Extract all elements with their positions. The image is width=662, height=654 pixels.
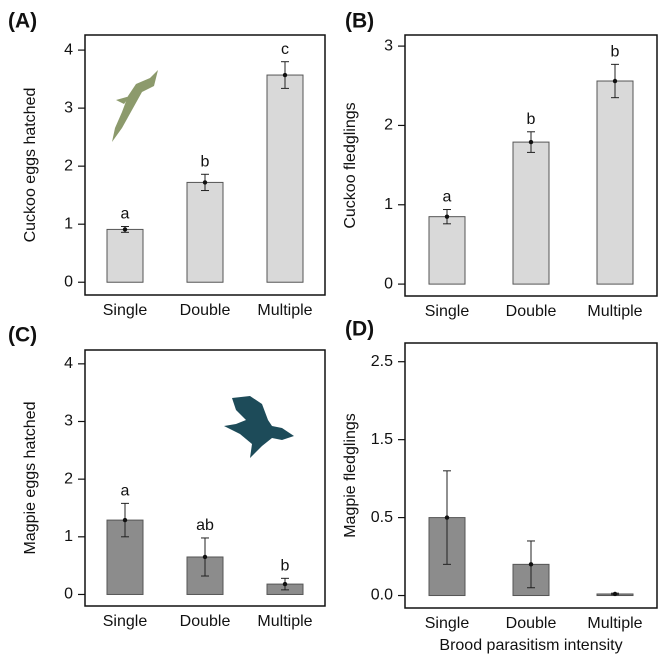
- y-axis-title: Magpie fledglings: [342, 413, 359, 538]
- bar: [106, 228, 144, 283]
- plot-frame: [84, 34, 326, 296]
- significance-letter: b: [611, 44, 620, 61]
- bar: [428, 216, 466, 285]
- mean-dot: [282, 72, 288, 78]
- mean-dot: [202, 180, 208, 185]
- mean-dot: [444, 515, 450, 520]
- y-tick-label: 2: [384, 117, 393, 134]
- x-tick-label: Double: [506, 615, 557, 632]
- x-tick-label: Multiple: [257, 302, 312, 319]
- significance-letter: c: [281, 41, 289, 58]
- plot-frame: [404, 34, 658, 297]
- mean-dot: [282, 581, 288, 587]
- y-tick-label: 1: [64, 528, 73, 545]
- plot-frame: [404, 342, 658, 609]
- significance-letter: a: [443, 189, 452, 206]
- x-tick-label: Single: [103, 302, 148, 319]
- x-tick-label: Multiple: [587, 303, 642, 320]
- cuckoo-silhouette: [112, 70, 158, 142]
- y-axis-title: Magpie eggs hatched: [22, 402, 39, 555]
- mean-dot: [202, 554, 208, 560]
- significance-letter: ab: [196, 517, 214, 534]
- x-tick-label: Single: [425, 615, 470, 632]
- significance-letter: b: [281, 558, 290, 575]
- bar: [186, 181, 224, 283]
- y-tick-label: 0.5: [371, 509, 393, 526]
- y-tick-label: 2: [64, 470, 73, 487]
- y-tick-label: 0.0: [371, 587, 393, 604]
- y-tick-label: 0: [384, 275, 393, 292]
- x-tick-label: Double: [180, 613, 231, 630]
- x-tick-label: Single: [425, 303, 470, 320]
- y-tick-label: 2.5: [371, 353, 393, 370]
- significance-letter: a: [121, 206, 130, 223]
- mean-dot: [444, 214, 450, 219]
- mean-dot: [528, 562, 534, 567]
- mean-dot: [612, 591, 618, 597]
- y-tick-label: 0: [64, 586, 73, 603]
- panel-label: (D): [345, 318, 374, 341]
- y-tick-label: 3: [384, 37, 393, 54]
- panel-label: (A): [8, 10, 37, 33]
- x-tick-label: Double: [506, 303, 557, 320]
- y-tick-label: 3: [64, 413, 73, 430]
- mean-dot: [122, 517, 128, 523]
- magpie-silhouette: [224, 396, 294, 458]
- mean-dot: [612, 78, 618, 84]
- significance-letter: b: [201, 154, 210, 171]
- bar: [512, 141, 550, 285]
- y-tick-label: 2: [64, 157, 73, 174]
- y-tick-label: 1.5: [371, 431, 393, 448]
- bar: [106, 519, 144, 595]
- panel-label: (C): [8, 324, 37, 347]
- mean-dot: [528, 139, 534, 145]
- y-tick-label: 4: [64, 355, 73, 372]
- x-tick-label: Multiple: [587, 615, 642, 632]
- bar: [266, 74, 304, 283]
- y-tick-label: 1: [384, 196, 393, 213]
- y-tick-label: 4: [64, 41, 73, 58]
- y-axis-title: Cuckoo eggs hatched: [22, 88, 39, 243]
- panel-label: (B): [345, 10, 374, 33]
- plot-frame: [84, 349, 326, 607]
- y-tick-label: 1: [64, 215, 73, 232]
- bar: [596, 80, 634, 285]
- x-axis-title: Brood parasitism intensity: [439, 637, 622, 654]
- significance-letter: b: [527, 111, 536, 128]
- significance-letter: a: [121, 483, 130, 500]
- mean-dot: [122, 227, 128, 232]
- x-tick-label: Multiple: [257, 613, 312, 630]
- y-axis-title: Cuckoo fledglings: [342, 102, 359, 228]
- y-tick-label: 0: [64, 273, 73, 290]
- x-tick-label: Single: [103, 613, 148, 630]
- x-tick-label: Double: [180, 302, 231, 319]
- y-tick-label: 3: [64, 99, 73, 116]
